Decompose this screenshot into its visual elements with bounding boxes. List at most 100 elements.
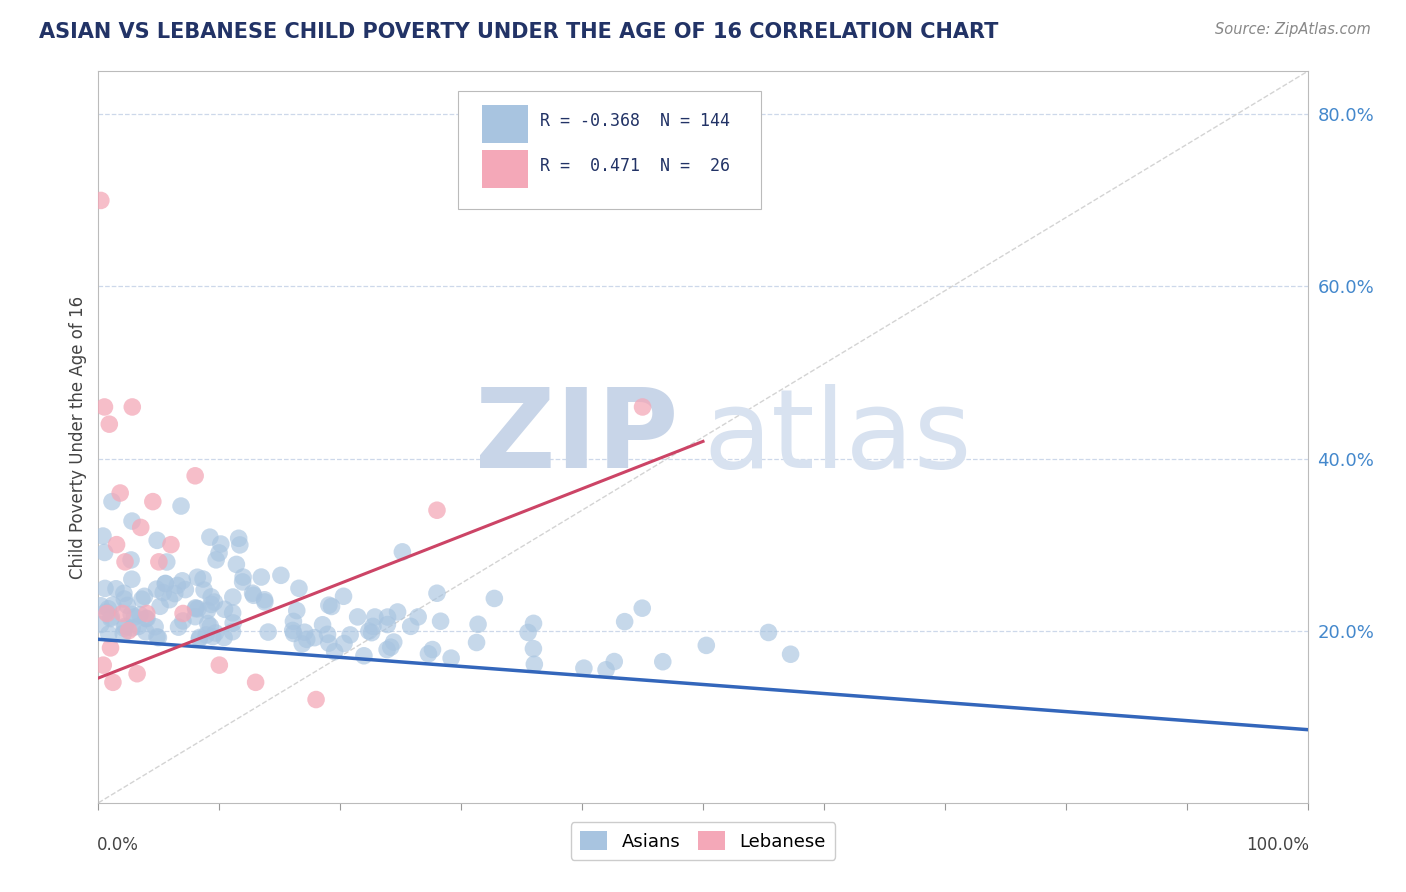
Point — [155, 576, 177, 591]
Point — [191, 572, 214, 586]
Point — [118, 624, 141, 638]
Point — [229, 538, 252, 552]
Point — [163, 586, 186, 600]
Point — [155, 576, 177, 591]
Point — [225, 558, 247, 572]
Point — [188, 631, 211, 645]
Point — [387, 605, 409, 619]
Point — [159, 592, 181, 607]
Text: ZIP: ZIP — [475, 384, 679, 491]
Point — [205, 553, 228, 567]
Point — [174, 582, 197, 597]
Point — [250, 570, 273, 584]
Point — [152, 585, 174, 599]
Point — [522, 641, 544, 656]
Point — [91, 529, 114, 543]
Point — [221, 624, 243, 639]
Point — [467, 617, 489, 632]
Point — [143, 620, 166, 634]
Point — [146, 630, 169, 644]
Point — [114, 555, 136, 569]
Point — [304, 631, 326, 645]
FancyBboxPatch shape — [457, 91, 761, 209]
Point — [172, 607, 194, 621]
Point — [120, 607, 142, 622]
Point — [253, 595, 276, 609]
Point — [257, 625, 280, 640]
Point — [142, 494, 165, 508]
Point — [339, 628, 361, 642]
Point — [195, 628, 218, 642]
Point — [200, 619, 222, 633]
Point — [101, 598, 124, 612]
Point — [316, 627, 339, 641]
Point — [222, 615, 245, 630]
Point — [104, 582, 127, 596]
Point — [100, 640, 122, 655]
Point — [193, 583, 215, 598]
Point — [145, 582, 167, 596]
Legend: Asians, Lebanese: Asians, Lebanese — [571, 822, 835, 860]
Point — [283, 626, 305, 640]
Point — [242, 586, 264, 600]
Point — [426, 586, 449, 600]
Point — [318, 598, 340, 612]
Text: 0.0%: 0.0% — [97, 836, 139, 854]
Bar — [482, 105, 527, 143]
Point — [124, 610, 146, 624]
Point — [135, 624, 157, 639]
Point — [93, 400, 115, 414]
Point — [253, 592, 276, 607]
Point — [170, 499, 193, 513]
Point — [105, 538, 128, 552]
Point — [294, 625, 316, 640]
Point — [112, 592, 135, 607]
Point — [166, 578, 188, 592]
Point — [97, 627, 120, 641]
Point — [522, 616, 544, 631]
Point — [631, 400, 654, 414]
Point — [288, 582, 311, 596]
Point — [361, 619, 384, 633]
Point — [346, 610, 368, 624]
Text: R = -0.368  N = 144: R = -0.368 N = 144 — [540, 112, 730, 130]
Point — [129, 607, 152, 622]
Point — [184, 468, 207, 483]
Point — [208, 658, 231, 673]
Point — [146, 533, 169, 548]
Text: ASIAN VS LEBANESE CHILD POVERTY UNDER THE AGE OF 16 CORRELATION CHART: ASIAN VS LEBANESE CHILD POVERTY UNDER TH… — [39, 22, 998, 42]
Point — [198, 530, 221, 544]
Text: atlas: atlas — [703, 384, 972, 491]
Point — [603, 655, 626, 669]
Point — [134, 590, 156, 604]
Point — [406, 610, 429, 624]
Point — [148, 631, 170, 645]
Point — [156, 555, 179, 569]
Point — [121, 514, 143, 528]
Point — [188, 632, 211, 646]
Point — [112, 621, 135, 635]
Point — [129, 520, 152, 534]
Point — [96, 607, 118, 621]
Point — [127, 619, 149, 633]
Point — [121, 572, 143, 586]
Point — [172, 574, 194, 588]
Point — [108, 486, 131, 500]
Point — [121, 400, 143, 414]
Point — [353, 648, 375, 663]
Point — [135, 611, 157, 625]
Point — [399, 619, 422, 633]
Point — [208, 546, 231, 560]
Point — [136, 611, 159, 625]
Point — [117, 599, 139, 613]
Point — [200, 590, 222, 604]
Point — [98, 417, 121, 432]
Point — [377, 610, 399, 624]
Point — [758, 625, 780, 640]
Point — [360, 625, 382, 640]
Point — [212, 631, 235, 645]
Point — [101, 494, 124, 508]
Point — [112, 626, 135, 640]
Point — [311, 617, 333, 632]
Point — [120, 553, 142, 567]
